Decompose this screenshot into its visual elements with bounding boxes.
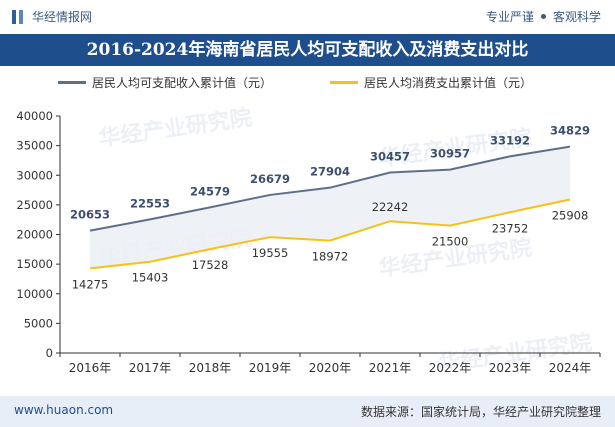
legend-item-spending: 居民人均消费支出累计值（元） — [330, 74, 532, 91]
data-label-spending: 21500 — [432, 235, 469, 249]
legend-swatch-spending — [330, 81, 358, 84]
footer-source: 数据来源：国家统计局，华经产业研究院整理 — [360, 405, 601, 419]
legend-swatch-income — [58, 81, 86, 84]
legend-label-spending: 居民人均消费支出累计值（元） — [364, 76, 533, 90]
gap-band — [90, 146, 570, 269]
data-label-income: 20653 — [70, 208, 110, 222]
chart-title: 2016-2024年海南省居民人均可支配收入及消费支出对比 — [0, 34, 615, 66]
y-tick-label: 15000 — [16, 257, 53, 271]
data-label-income: 24579 — [190, 184, 230, 198]
x-tick-label: 2022年 — [429, 361, 472, 375]
x-tick-label: 2023年 — [489, 361, 532, 375]
tagline-left: 专业严谨 — [485, 10, 534, 24]
watermark-text: 华经产业研究院 — [97, 105, 253, 152]
data-label-spending: 23752 — [492, 221, 529, 235]
top-bar: 华经情报网 专业严谨 客观科学 — [0, 0, 615, 34]
data-label-income: 26679 — [250, 172, 290, 186]
data-label-spending: 22242 — [372, 200, 409, 214]
chart-legend: 居民人均可支配收入累计值（元） 居民人均消费支出累计值（元） — [0, 74, 615, 94]
legend-label-income: 居民人均可支配收入累计值（元） — [92, 76, 273, 90]
line-chart: 华经产业研究院华经产业研究院华经产业研究院华经产业研究院华经产业研究院 0500… — [16, 105, 601, 377]
footer: www.huaon.com 数据来源：国家统计局，华经产业研究院整理 — [0, 396, 615, 427]
y-tick-label: 35000 — [16, 139, 53, 153]
y-tick-label: 20000 — [16, 228, 53, 242]
data-label-spending: 14275 — [72, 277, 109, 291]
y-tick-label: 40000 — [16, 109, 53, 123]
data-label-income: 33192 — [490, 133, 530, 147]
data-label-income: 22553 — [130, 196, 170, 210]
y-tick-label: 25000 — [16, 198, 53, 212]
x-tick-label: 2020年 — [309, 361, 352, 375]
data-label-income: 30957 — [430, 147, 470, 161]
data-label-spending: 18972 — [312, 250, 349, 264]
legend-item-income: 居民人均可支配收入累计值（元） — [58, 74, 272, 91]
y-tick-label: 10000 — [16, 287, 53, 301]
tagline-right: 客观科学 — [552, 10, 601, 24]
x-tick-label: 2019年 — [249, 361, 292, 375]
x-tick-label: 2018年 — [189, 361, 232, 375]
x-tick-label: 2016年 — [69, 361, 112, 375]
tagline-dot-icon — [540, 14, 546, 19]
data-label-spending: 17528 — [192, 258, 229, 272]
x-axis: 2016年 2017年 2018年 2019年 2020年 2021年 2022年 2023年… — [59, 352, 601, 375]
footer-url[interactable]: www.huaon.com — [14, 403, 114, 417]
y-tick-label: 0 — [46, 346, 53, 360]
x-tick-label: 2024年 — [549, 361, 592, 375]
tagline: 专业严谨 客观科学 — [486, 8, 601, 25]
data-label-income: 30457 — [370, 150, 410, 164]
y-tick-label: 5000 — [24, 316, 53, 330]
data-labels: 20653 22553 24579 26679 27904 30457 30957 33192… — [70, 124, 590, 292]
y-tick-label: 30000 — [16, 168, 53, 182]
series-line-income — [89, 145, 571, 232]
data-label-income: 34829 — [550, 124, 590, 138]
data-label-spending: 15403 — [132, 271, 169, 285]
series-line-spending — [89, 198, 571, 270]
brand: 华经情报网 — [12, 8, 92, 25]
brand-name: 华经情报网 — [32, 10, 93, 24]
y-axis: 0 5000 10000 15000 20000 25000 30000 35000 40000 — [16, 109, 61, 360]
x-tick-label: 2021年 — [369, 361, 412, 375]
brand-logo-icon — [12, 9, 26, 24]
data-label-spending: 19555 — [252, 246, 289, 260]
data-label-income: 27904 — [310, 165, 350, 179]
data-label-spending: 25908 — [552, 208, 589, 222]
x-tick-label: 2017年 — [129, 361, 172, 375]
